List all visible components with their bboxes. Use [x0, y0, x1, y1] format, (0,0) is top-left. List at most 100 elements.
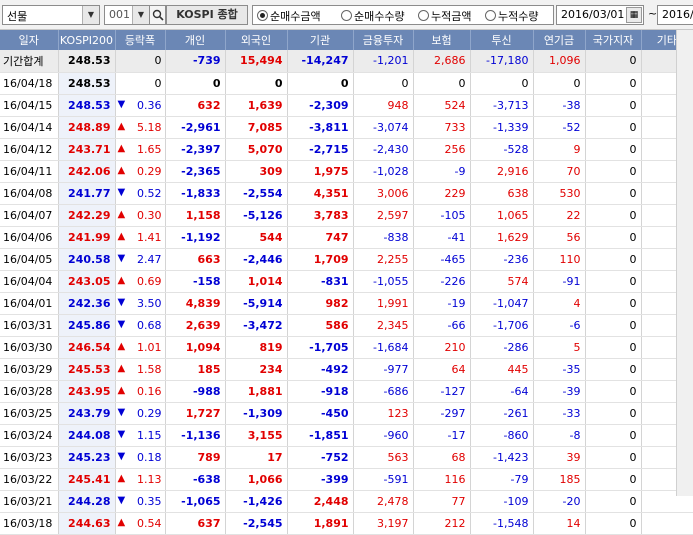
radio-icon	[418, 10, 429, 21]
cell-pension: 56	[533, 226, 586, 249]
table-row[interactable]: 16/04/05 240.58 ▼ 2.47 663 -2,446 1,709 2,255 -4…	[0, 248, 693, 271]
cell-foreign: -2,446	[225, 248, 288, 271]
table-header-row: 일자 KOSPI200 등락폭 개인 외국인 기관 금융투자 보험 투신 연기금…	[0, 30, 693, 50]
table-row-total[interactable]: 기간합계 248.53 0 -739 15,494 -14,247 -1,201 2,686-…	[0, 50, 693, 73]
cell-foreign: -2,554	[225, 182, 288, 205]
end-date-input[interactable]: 2016/	[657, 5, 693, 25]
table-row[interactable]: 16/04/12 243.71 ▲ 1.65 -2,397 5,070 -2,715 -2,4…	[0, 138, 693, 161]
table-row[interactable]: 16/04/14 248.89 ▲ 5.18 -2,961 7,085 -3,811 -3,0…	[0, 116, 693, 139]
cell-indiv: -158	[165, 270, 226, 293]
table-row[interactable]: 16/04/15 248.53 ▼ 0.36 632 1,639 -2,309 948 524-…	[0, 94, 693, 117]
col-header-insurance[interactable]: 보험	[413, 30, 471, 50]
cell-foreign: -1,309	[225, 402, 288, 425]
cell-trust: -286	[470, 336, 534, 359]
investor-trading-table: 일자 KOSPI200 등락폭 개인 외국인 기관 금융투자 보험 투신 연기금…	[0, 30, 693, 535]
code-select[interactable]: 001 ▼	[104, 5, 150, 25]
cell-inst: -2,309	[287, 94, 354, 117]
cell-chg: ▼ 0.35	[115, 490, 166, 513]
table-row[interactable]: 16/03/22 245.41 ▲ 1.13 -638 1,066 -399 -591 116-…	[0, 468, 693, 491]
cell-fin: 0	[353, 72, 414, 95]
table-row[interactable]: 16/03/24 244.08 ▼ 1.15 -1,136 3,155 -1,851 -960…	[0, 424, 693, 447]
cell-ins: 77	[413, 490, 471, 513]
cell-pension: 1,096	[533, 50, 586, 73]
cell-date: 16/04/04	[0, 270, 59, 293]
cell-foreign: 819	[225, 336, 288, 359]
change-value: 0.36	[137, 98, 162, 112]
col-header-financial-investment[interactable]: 금융투자	[353, 30, 414, 50]
col-header-institution[interactable]: 기관	[287, 30, 354, 50]
radio-cumulative-qty[interactable]: 누적수량	[485, 8, 538, 24]
start-date-input[interactable]: 2016/03/01 ▦	[556, 5, 644, 25]
cell-ins: -465	[413, 248, 471, 271]
chevron-down-icon[interactable]: ▼	[132, 6, 149, 24]
cell-inst: -14,247	[287, 50, 354, 73]
cell-pension: -91	[533, 270, 586, 293]
col-header-change[interactable]: 등락폭	[115, 30, 166, 50]
table-row[interactable]: 16/04/01 242.36 ▼ 3.50 4,839 -5,914 982 1,991 -1…	[0, 292, 693, 315]
cell-foreign: -5,126	[225, 204, 288, 227]
col-header-foreign[interactable]: 외국인	[225, 30, 288, 50]
calendar-icon[interactable]: ▦	[626, 7, 642, 23]
cell-ins: -105	[413, 204, 471, 227]
col-header-government[interactable]: 국가지자	[585, 30, 642, 50]
chevron-down-icon[interactable]: ▼	[82, 6, 99, 24]
cell-indiv: -2,961	[165, 116, 226, 139]
table-row[interactable]: 16/04/07 242.29 ▲ 0.30 1,158 -5,126 3,783 2,597…	[0, 204, 693, 227]
radio-cumulative-amount[interactable]: 누적금액	[418, 8, 471, 24]
cell-trust: 638	[470, 182, 534, 205]
table-row[interactable]: 16/03/23 245.23 ▼ 0.18 789 17 -752 563 68 -1,423 3…	[0, 446, 693, 469]
triangle-down-icon: ▼	[117, 98, 126, 110]
cell-foreign: 15,494	[225, 50, 288, 73]
market-select[interactable]: 선물 ▼	[2, 5, 100, 25]
table-row[interactable]: 16/04/11 242.06 ▲ 0.29 -2,365 309 1,975 -1,028-…	[0, 160, 693, 183]
cell-ins: -66	[413, 314, 471, 337]
cell-indiv: 0	[165, 72, 226, 95]
cell-date: 16/04/11	[0, 160, 59, 183]
radio-net-buy-amount[interactable]: 순매수금액	[257, 8, 321, 24]
col-header-kospi200[interactable]: KOSPI200	[58, 30, 116, 50]
cell-chg: ▲ 1.65	[115, 138, 166, 161]
table-row[interactable]: 16/03/18 244.63 ▲ 0.54 637 -2,545 1,891 3,197 21…	[0, 512, 693, 535]
search-button[interactable]	[149, 5, 166, 25]
table-row[interactable]: 16/03/29 245.53 ▲ 1.58 185 234 -492 -977 64 445 -3…	[0, 358, 693, 381]
cell-gov: 0	[585, 138, 642, 161]
cell-chg: ▲ 0.30	[115, 204, 166, 227]
radio-net-buy-qty[interactable]: 순매수수량	[341, 8, 405, 24]
cell-gov: 0	[585, 314, 642, 337]
cell-pension: 0	[533, 72, 586, 95]
table-row[interactable]: 16/03/28 243.95 ▲ 0.16 -988 1,881 -918 -686 -127…	[0, 380, 693, 403]
col-header-date[interactable]: 일자	[0, 30, 59, 50]
cell-pension: 39	[533, 446, 586, 469]
cell-fin: -1,201	[353, 50, 414, 73]
cell-foreign: 5,070	[225, 138, 288, 161]
cell-foreign: 7,085	[225, 116, 288, 139]
vertical-scrollbar[interactable]	[676, 30, 693, 496]
triangle-up-icon: ▲	[117, 120, 126, 132]
cell-date: 16/04/15	[0, 94, 59, 117]
table-row[interactable]: 16/03/30 246.54 ▲ 1.01 1,094 819 -1,705 -1,684 2…	[0, 336, 693, 359]
cell-date: 16/04/08	[0, 182, 59, 205]
table-row[interactable]: 16/04/06 241.99 ▲ 1.41 -1,192 544 747 -838 -41 1,…	[0, 226, 693, 249]
cell-fin: -3,074	[353, 116, 414, 139]
table-row[interactable]: 16/04/08 241.77 ▼ 0.52 -1,833 -2,554 4,351 3,00…	[0, 182, 693, 205]
cell-trust: -1,339	[470, 116, 534, 139]
table-row[interactable]: 16/03/31 245.86 ▼ 0.68 2,639 -3,472 586 2,345 -6…	[0, 314, 693, 337]
table-row[interactable]: 16/04/04 243.05 ▲ 0.69 -158 1,014 -831 -1,055 -2…	[0, 270, 693, 293]
table-row[interactable]: 16/03/25 243.79 ▼ 0.29 1,727 -1,309 -450 123 -29…	[0, 402, 693, 425]
table-row[interactable]: 16/03/21 244.28 ▼ 0.35 -1,065 -1,426 2,448 2,47…	[0, 490, 693, 513]
col-header-trust[interactable]: 투신	[470, 30, 534, 50]
cell-kospi: 242.29	[58, 204, 116, 227]
cell-pension: -38	[533, 94, 586, 117]
cell-chg: ▲ 0.16	[115, 380, 166, 403]
cell-ins: 0	[413, 72, 471, 95]
change-value: 5.18	[137, 120, 162, 134]
cell-chg: ▼ 2.47	[115, 248, 166, 271]
col-header-pension[interactable]: 연기금	[533, 30, 586, 50]
col-header-individual[interactable]: 개인	[165, 30, 226, 50]
cell-fin: 2,478	[353, 490, 414, 513]
cell-foreign: -2,545	[225, 512, 288, 535]
cell-inst: 3,783	[287, 204, 354, 227]
cell-inst: 982	[287, 292, 354, 315]
cell-date: 16/04/06	[0, 226, 59, 249]
